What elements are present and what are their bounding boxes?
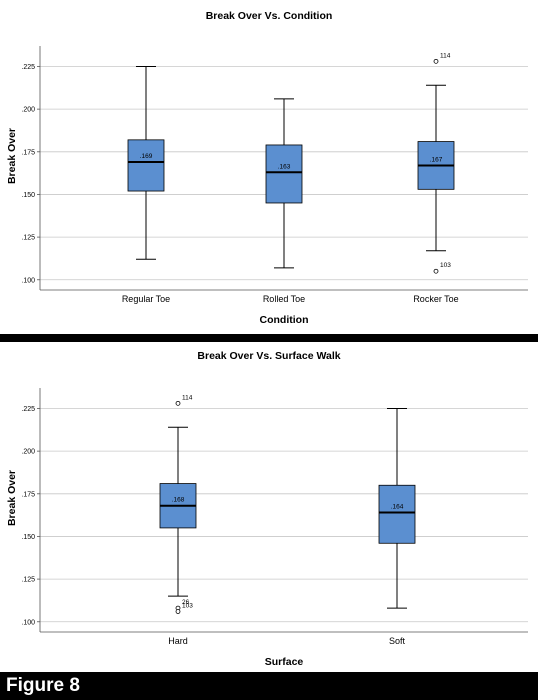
chart-title: Break Over Vs. Surface Walk (197, 350, 341, 362)
figure-label: Figure 8 (6, 675, 80, 696)
y-tick-label: .225 (21, 64, 35, 71)
x-axis-label: Condition (259, 314, 309, 326)
box-iqr (378, 484, 416, 544)
outlier-label: 26 (182, 599, 190, 606)
y-tick-label: .100 (21, 277, 35, 284)
x-tick-label: Rocker Toe (413, 294, 458, 304)
box-iqr (265, 144, 303, 204)
box-plot-condition: .100 .125 .150 .175 .200 .225 .169 Regular Toe.… (21, 46, 528, 304)
outlier-label: 114 (440, 52, 451, 59)
outlier-label: 103 (440, 262, 451, 269)
y-tick-label: .125 (21, 235, 35, 242)
x-axis-label: Surface (264, 656, 304, 668)
median-label: .163 (278, 163, 291, 170)
y-tick-label: .200 (21, 449, 35, 456)
median-label: .168 (172, 497, 185, 504)
x-tick-label: Regular Toe (122, 294, 170, 304)
y-tick-label: .200 (21, 107, 35, 114)
outlier-point (433, 58, 439, 64)
outlier-label: 103 (182, 603, 193, 610)
x-tick-label: Hard (168, 636, 188, 646)
x-tick-label: Soft (389, 636, 406, 646)
figure-caption-bar: Figure 8 (0, 672, 538, 700)
y-tick-label: .100 (21, 619, 35, 626)
y-tick-label: .175 (21, 149, 35, 156)
x-tick-label: Rolled Toe (263, 294, 305, 304)
outlier-point (175, 400, 181, 406)
y-tick-label: .150 (21, 534, 35, 541)
chart-title: Break Over Vs. Condition (205, 10, 333, 22)
y-tick-label: .150 (21, 192, 35, 199)
chart-panel-surface: Break Over Vs. Surface Walk .100 .125 .150… (0, 342, 538, 672)
median-label: .169 (140, 153, 153, 160)
panel-divider (0, 334, 538, 342)
outlier-label: 114 (182, 394, 193, 401)
y-axis-label: Break Over (6, 469, 18, 527)
chart-panel-condition: Break Over Vs. Condition .100 .125 .150 .17… (0, 0, 538, 334)
box-iqr (127, 139, 165, 192)
outlier-point (433, 268, 439, 274)
y-tick-label: .125 (21, 577, 35, 584)
y-axis-label: Break Over (6, 127, 18, 185)
median-label: .164 (391, 504, 404, 511)
y-tick-label: .175 (21, 491, 35, 498)
outlier-point (175, 609, 181, 614)
median-label: .167 (430, 156, 443, 163)
y-tick-label: .225 (21, 406, 35, 413)
